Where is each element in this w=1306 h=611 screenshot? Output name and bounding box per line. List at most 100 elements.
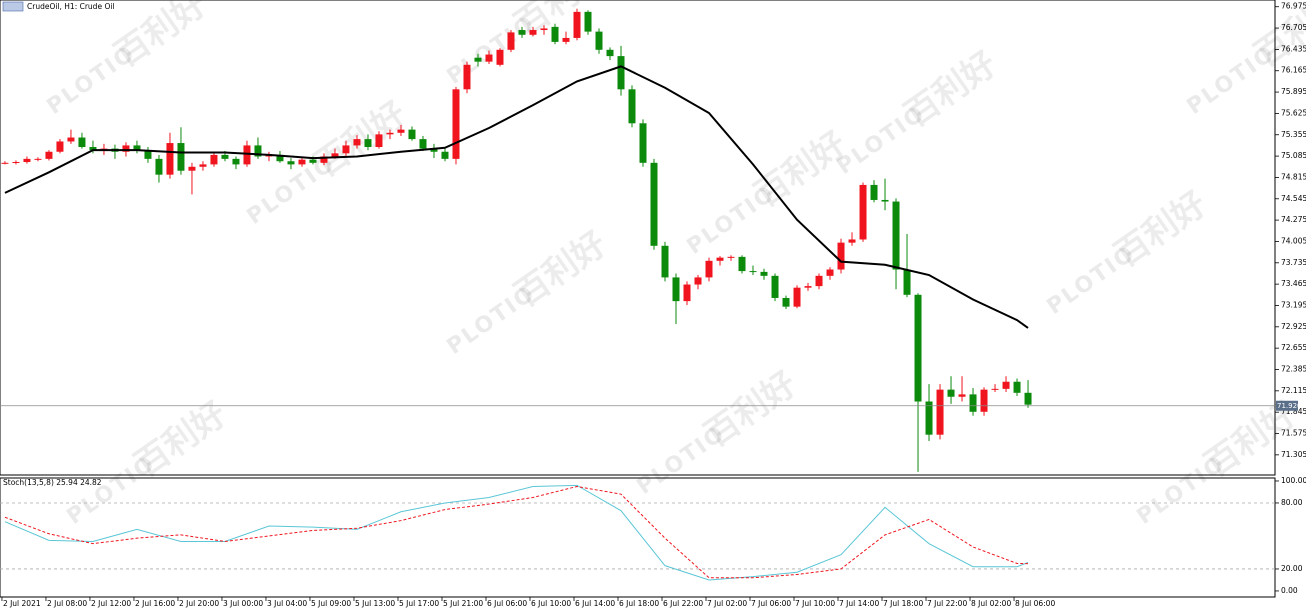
candle-body [23, 158, 31, 163]
candle-body [848, 239, 856, 243]
candle-body [89, 147, 97, 151]
candle-body [1013, 381, 1021, 393]
y-tick-label: 20.00 [1281, 564, 1303, 573]
candle-body [474, 57, 482, 62]
y-tick-label: 74.545 [1281, 194, 1306, 203]
y-tick-label: 72.925 [1281, 322, 1306, 331]
candle-body [122, 145, 130, 152]
candle-body [408, 129, 416, 140]
candle-body [518, 30, 526, 35]
x-tick-label: 2 Jul 16:00 [135, 599, 175, 608]
x-tick-label: 7 Jul 10:00 [795, 599, 835, 608]
candle-body [386, 132, 394, 135]
y-tick-label: 76.705 [1281, 23, 1306, 32]
candle-body [782, 297, 790, 307]
y-tick-label: 72.115 [1281, 386, 1306, 395]
candle-body [694, 277, 702, 285]
y-tick-label: 75.355 [1281, 130, 1306, 139]
candle-body [331, 153, 339, 157]
candle-body [705, 260, 713, 278]
candle-body [727, 256, 735, 258]
candle-body [210, 154, 218, 165]
candle-body [1, 162, 9, 164]
candle-body [364, 139, 372, 148]
candle-body [562, 37, 570, 42]
candle-body [925, 401, 933, 435]
candle-body [342, 145, 350, 154]
candle-body [199, 164, 207, 167]
candle-body [133, 145, 141, 151]
candle-body [958, 394, 966, 397]
candle-body [573, 11, 581, 38]
x-tick-label: 5 Jul 13:00 [355, 599, 395, 608]
candle-body [67, 137, 75, 142]
y-tick-label: 75.085 [1281, 151, 1306, 160]
stoch-pane [0, 477, 1276, 598]
candle-body [463, 64, 471, 90]
candle-body [1002, 381, 1010, 389]
candle-body [595, 31, 603, 50]
candle-body [738, 256, 746, 272]
candle-body [485, 54, 493, 62]
candle-body [177, 143, 185, 171]
candle-body [947, 389, 955, 397]
indicator-title: Stoch(13,5,8) 25.94 24.82 [3, 478, 102, 487]
candle-body [804, 286, 812, 288]
candle-body [12, 162, 20, 164]
price-pane [0, 0, 1276, 476]
candle-body [309, 159, 317, 163]
y-tick-label: 76.165 [1281, 66, 1306, 75]
y-tick-label: 73.735 [1281, 258, 1306, 267]
candle-body [584, 11, 592, 32]
y-tick-label: 74.815 [1281, 172, 1306, 181]
y-tick-label: 0.00 [1281, 586, 1298, 595]
bid-label: 71.926 [1277, 402, 1302, 410]
chart-icon [2, 1, 24, 12]
x-tick-label: 5 Jul 09:00 [311, 599, 351, 608]
candle-body [551, 26, 559, 42]
x-tick-label: 5 Jul 21:00 [443, 599, 483, 608]
chart-title: CrudeOil, H1: Crude Oil [27, 2, 115, 11]
candle-body [628, 89, 636, 124]
candle-body [771, 275, 779, 298]
x-tick-label: 2 Jul 12:00 [91, 599, 131, 608]
candle-body [639, 123, 647, 163]
x-tick-label: 7 Jul 18:00 [883, 599, 923, 608]
candle-body [254, 145, 262, 157]
candle-body [980, 389, 988, 412]
y-tick-label: 76.975 [1281, 2, 1306, 11]
x-tick-label: 6 Jul 06:00 [487, 599, 527, 608]
x-tick-label: 7 Jul 06:00 [751, 599, 791, 608]
candle-body [914, 294, 922, 402]
x-tick-label: 2 Jul 2021 [3, 599, 41, 608]
candle-body [441, 151, 449, 159]
candle-body [221, 154, 229, 159]
candle-body [430, 148, 438, 152]
y-tick-label: 75.895 [1281, 87, 1306, 96]
y-tick-label: 74.275 [1281, 215, 1306, 224]
candle-body [496, 49, 504, 65]
candle-body [749, 271, 757, 273]
candle-body [34, 158, 42, 160]
x-tick-label: 7 Jul 02:00 [707, 599, 747, 608]
y-tick-label: 71.575 [1281, 429, 1306, 438]
x-tick-label: 8 Jul 06:00 [1015, 599, 1055, 608]
candle-body [826, 269, 834, 276]
candle-body [320, 156, 328, 163]
candle-body [56, 141, 64, 152]
candle-body [166, 143, 174, 175]
candle-body [991, 388, 999, 390]
candle-body [419, 139, 427, 149]
y-tick-label: 100.00 [1281, 476, 1306, 485]
y-tick-label: 74.005 [1281, 236, 1306, 245]
bid-label-box [1276, 400, 1298, 411]
candle-body [452, 89, 460, 159]
candle-body [287, 161, 295, 165]
y-tick-label: 71.305 [1281, 450, 1306, 459]
x-tick-label: 8 Jul 02:00 [971, 599, 1011, 608]
candle-body [650, 162, 658, 246]
x-tick-label: 3 Jul 00:00 [223, 599, 263, 608]
candle-body [78, 137, 86, 148]
candle-body [45, 151, 53, 159]
